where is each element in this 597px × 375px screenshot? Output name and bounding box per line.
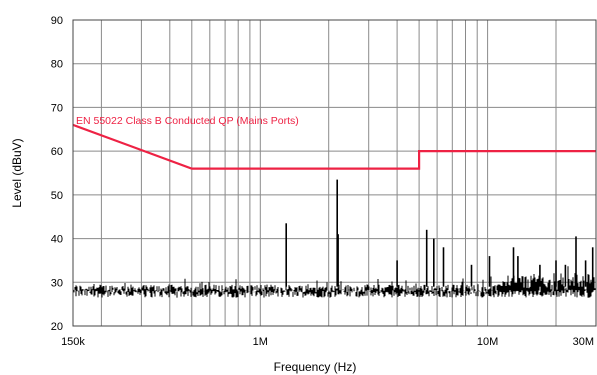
y-tick-label: 80 [51, 59, 63, 71]
x-tick-label: 30M [573, 336, 594, 348]
y-axis-label: Level (dBuV) [10, 138, 24, 207]
grid [73, 20, 596, 326]
y-tick-label: 30 [51, 277, 63, 289]
x-tick-labels: 150k 1M 10M 30M [61, 336, 594, 348]
x-axis-label: Frequency (Hz) [274, 360, 357, 374]
y-tick-labels: 20 30 40 50 60 70 80 90 [51, 15, 63, 333]
x-tick-label: 150k [61, 336, 85, 348]
limit-polyline [72, 123, 596, 170]
y-tick-label: 20 [51, 321, 63, 333]
y-tick-label: 70 [51, 102, 63, 114]
noise-floor [73, 266, 596, 298]
plot-background [73, 20, 596, 326]
limit-series-label: EN 55022 Class B Conducted QP (Mains Por… [76, 115, 299, 127]
x-tick-label: 1M [253, 336, 268, 348]
plot-frame [72, 19, 597, 327]
x-tick-label: 10M [477, 336, 498, 348]
measurement-trace [73, 179, 596, 298]
y-tick-label: 90 [51, 15, 63, 27]
limit-line [72, 123, 596, 170]
y-tick-label: 40 [51, 234, 63, 246]
y-tick-label: 60 [51, 146, 63, 158]
y-tick-label: 50 [51, 190, 63, 202]
